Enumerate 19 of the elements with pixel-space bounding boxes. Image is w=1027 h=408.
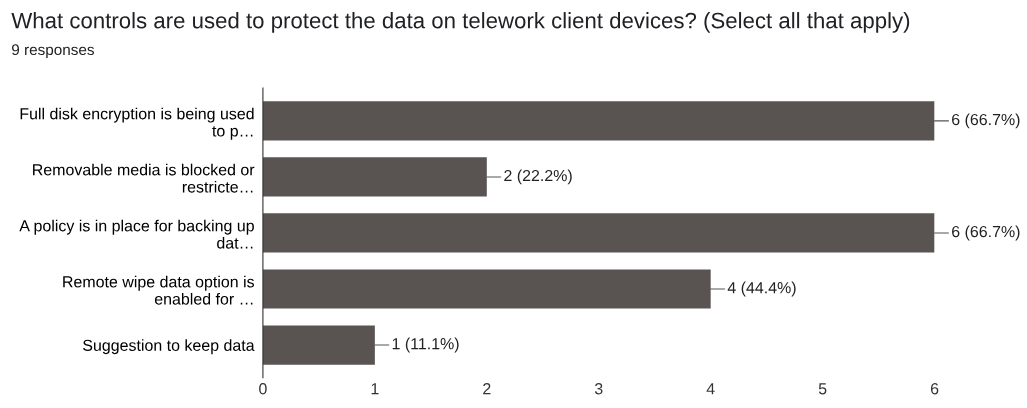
x-tick-label: 6 bbox=[930, 383, 939, 395]
x-tick-label: 3 bbox=[594, 383, 603, 395]
y-tick-label: Suggestion to keep data bbox=[83, 339, 255, 355]
x-tick-label: 2 bbox=[483, 383, 491, 395]
data-label: 2 (22.2%) bbox=[504, 169, 572, 185]
y-tick-label: Removable media is blocked or restricte… bbox=[33, 163, 255, 193]
y-tick-label: Remote wipe data option is enabled for … bbox=[63, 275, 255, 305]
data-label: 6 (66.7%) bbox=[952, 225, 1020, 241]
x-tick-label: 4 bbox=[706, 383, 715, 395]
data-label: 6 (66.7%) bbox=[952, 113, 1020, 129]
data-label: 1 (11.1%) bbox=[392, 337, 459, 353]
text: 9 responses bbox=[12, 44, 94, 59]
x-tick-label: 0 bbox=[259, 383, 267, 395]
y-tick-label: A policy is in place for backing up dat… bbox=[19, 219, 254, 249]
y-tick-label: Full disk encryption is being used to p… bbox=[20, 107, 254, 140]
x-tick-label: 5 bbox=[818, 383, 827, 395]
data-label: 4 (44.4%) bbox=[727, 281, 796, 297]
x-tick-label: 1 bbox=[371, 383, 379, 395]
chart-title: What controls are used to protect the data on telework client devices? (Select all that apply) bbox=[11, 12, 910, 33]
